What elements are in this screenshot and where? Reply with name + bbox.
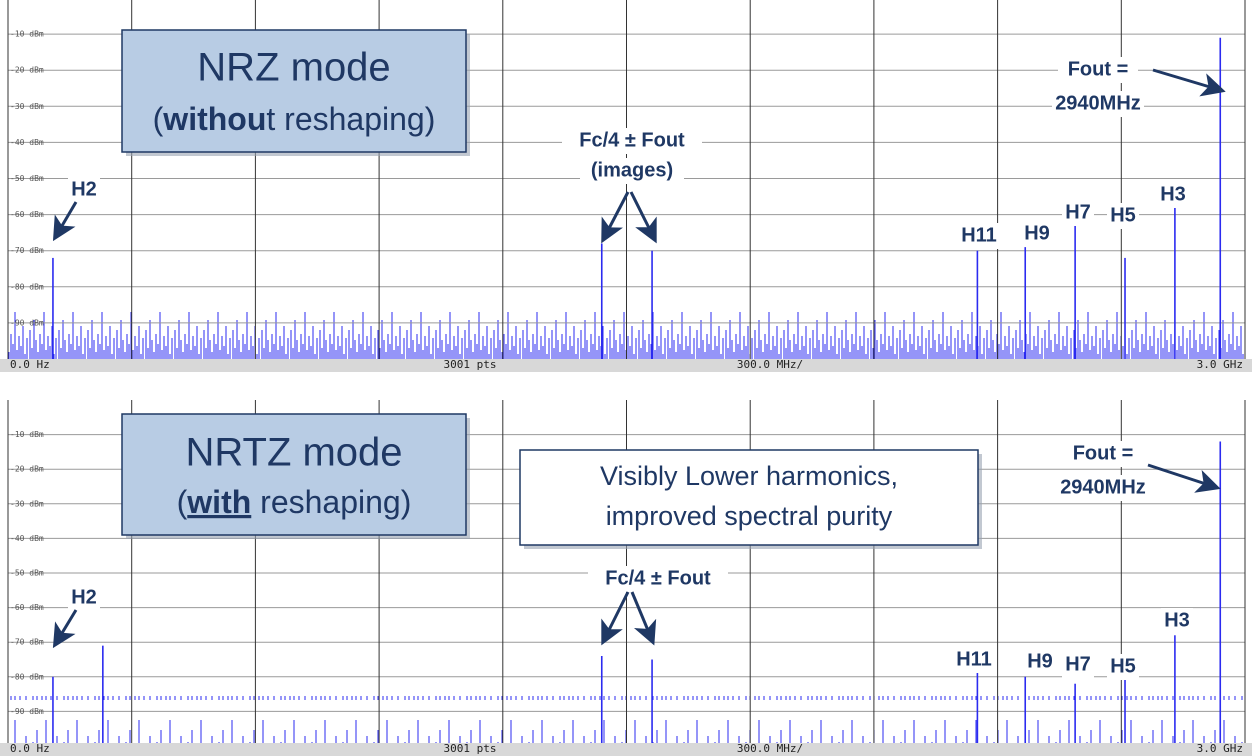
y-tick-label: -10 dBm (10, 30, 44, 39)
footer-label: 0.0 Hz (10, 742, 50, 755)
annotation-bg (1157, 182, 1189, 208)
annotation: H3 (1160, 183, 1186, 205)
annotation-bg (68, 585, 100, 611)
arrow (601, 591, 630, 646)
note-text: improved spectral purity (606, 501, 893, 531)
y-tick-label: -30 dBm (10, 499, 44, 508)
y-tick-label: -50 dBm (10, 569, 44, 578)
annotation-bg (1062, 652, 1094, 678)
annotation-bg (1058, 57, 1138, 83)
subtitle-part: ( (153, 101, 164, 137)
annotation: H7 (1065, 653, 1091, 675)
y-tick-label: -40 dBm (10, 534, 44, 543)
y-tick-label: -70 dBm (10, 246, 44, 255)
y-tick-label: -10 dBm (10, 430, 44, 439)
y-tick-label: -50 dBm (10, 174, 44, 183)
annotation: H2 (71, 178, 97, 200)
note-box (519, 449, 979, 546)
annotation: H2 (71, 586, 97, 608)
footer-label: 3001 pts (444, 358, 497, 371)
y-tick-label: -20 dBm (10, 66, 44, 75)
y-tick-label: -20 dBm (10, 465, 44, 474)
annotation-bg (562, 128, 702, 154)
y-tick-label: -70 dBm (10, 638, 44, 647)
annotation-bg (1107, 654, 1139, 680)
footer-band (0, 359, 1252, 372)
arrow (629, 191, 657, 244)
annotation-bg (1063, 441, 1143, 467)
footer-band (0, 743, 1252, 756)
y-tick-label: -40 dBm (10, 138, 44, 147)
annotation-bg (1107, 203, 1139, 229)
footer-label: 3.0 GHz (1197, 358, 1243, 371)
footer-label: 3.0 GHz (1197, 742, 1243, 755)
annotation: H11 (961, 224, 997, 246)
annotation: Fc/4 ± Fout (605, 567, 711, 589)
y-tick-label: -90 dBm (10, 707, 44, 716)
annotation-bg (1021, 221, 1053, 247)
mode-title: NRZ mode (197, 46, 390, 90)
footer-label: 3001 pts (444, 742, 497, 755)
annotation: Fout = (1073, 442, 1134, 464)
annotation: Fout = (1068, 58, 1129, 80)
annotation: H9 (1024, 222, 1050, 244)
annotation-bg (1052, 91, 1144, 117)
annotation-bg (957, 223, 1001, 249)
subtitle-part: ( (177, 484, 188, 520)
annotation-bg (1024, 649, 1056, 675)
y-tick-label: -80 dBm (10, 672, 44, 681)
annotation: H5 (1110, 204, 1136, 226)
subtitle-part: with (186, 484, 251, 520)
annotation: (images) (591, 159, 673, 181)
y-tick-label: -60 dBm (10, 603, 44, 612)
overlay: NRZ mode(without reshaping)Fout =2940MHz… (52, 29, 1226, 680)
annotation: 2940MHz (1055, 92, 1141, 114)
footer-label: 300.0 MHz/ (737, 358, 803, 371)
subtitle-part: withou (162, 101, 266, 137)
y-tick-label: -60 dBm (10, 210, 44, 219)
annotation-bg (952, 647, 996, 673)
arrow (630, 591, 657, 646)
footer-label: 0.0 Hz (10, 358, 50, 371)
footer-label: 300.0 MHz/ (737, 742, 803, 755)
annotation-bg (68, 177, 100, 203)
arrow (1152, 68, 1226, 97)
annotation: H11 (956, 648, 992, 670)
y-tick-label: -90 dBm (10, 318, 44, 327)
annotation: Fc/4 ± Fout (579, 129, 685, 151)
mode-subtitle: (without reshaping) (153, 101, 436, 137)
annotation: 2940MHz (1060, 476, 1146, 498)
mode-box (121, 29, 467, 153)
subtitle-part: t reshaping) (266, 101, 435, 137)
annotation-bg (1062, 200, 1094, 226)
note-text: Visibly Lower harmonics, (600, 461, 898, 491)
annotation: H3 (1164, 609, 1190, 631)
subtitle-part: reshaping) (251, 484, 411, 520)
annotation: H5 (1110, 655, 1136, 677)
annotation: H9 (1027, 650, 1053, 672)
arrow (52, 609, 78, 649)
arrow (52, 201, 78, 242)
mode-subtitle: (with reshaping) (177, 484, 412, 520)
panel-nrz: -10 dBm -20 dBm -30 dBm -40 dBm -50 dBm -60 d… (0, 0, 1252, 372)
arrow (601, 191, 630, 244)
arrow (1147, 463, 1221, 493)
y-tick-label: -80 dBm (10, 282, 44, 291)
mode-box (121, 413, 467, 536)
annotation-bg (1161, 608, 1193, 634)
annotation: H7 (1065, 201, 1091, 223)
annotation-bg (1057, 475, 1149, 501)
annotation-bg (580, 158, 684, 184)
annotation-bg (588, 566, 728, 592)
mode-title: NRTZ mode (185, 431, 402, 475)
y-tick-label: -30 dBm (10, 102, 44, 111)
